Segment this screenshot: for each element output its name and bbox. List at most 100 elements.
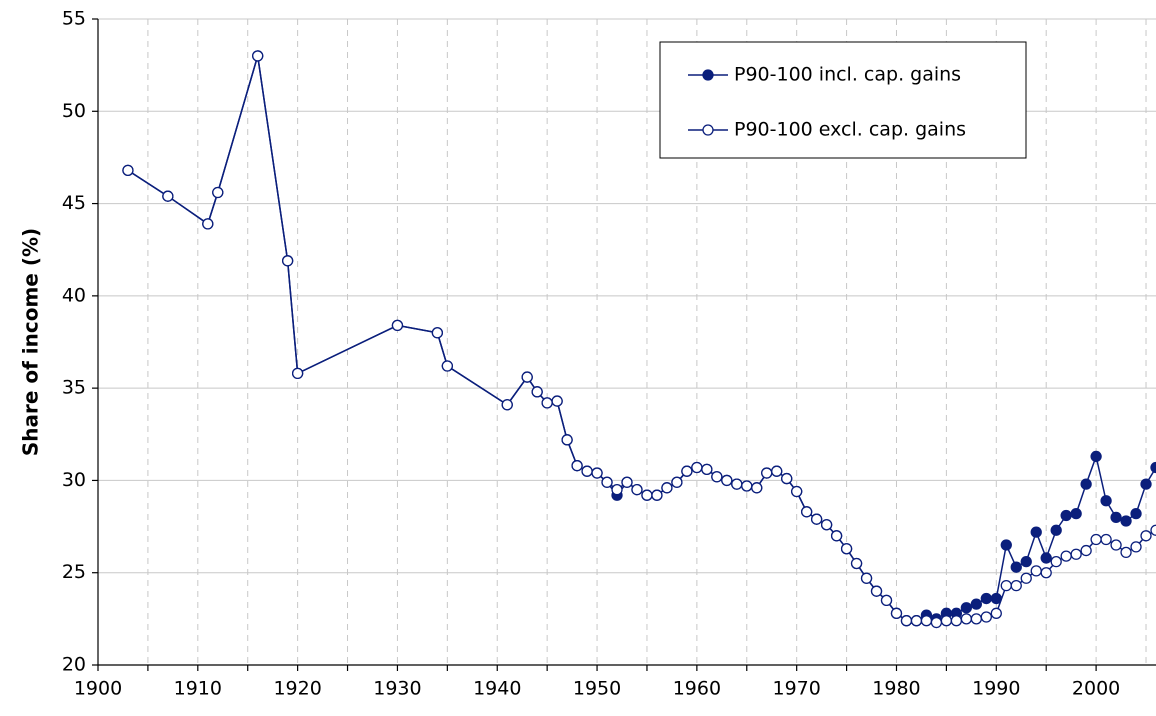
data-point [860,572,873,584]
x-tick-label: 1910 [174,678,222,700]
data-point [870,585,883,597]
data-point [960,602,973,614]
data-point [1080,544,1092,557]
data-point [1000,579,1012,592]
x-tick-label: 1900 [74,678,122,700]
data-point [840,543,853,555]
legend-marker [702,69,714,81]
legend-box [659,41,1027,159]
data-point [1070,548,1082,560]
data-point [1140,530,1152,542]
y-tick-label: 45 [62,192,86,214]
x-tick-label: 1960 [673,678,721,700]
data-point [980,611,992,623]
data-point [820,519,833,531]
data-point [1030,526,1042,538]
data-point [1150,524,1156,536]
data-point [671,476,683,488]
data-point [691,461,703,474]
data-point [1090,450,1102,463]
data-point [810,513,823,525]
data-point [501,399,513,411]
legend: P90-100 incl. cap. gains P90-100 excl. ca… [659,41,1027,159]
data-point [571,460,583,472]
data-point [1020,555,1032,568]
data-point [920,615,933,627]
data-point [1120,546,1132,559]
x-tick-label: 1980 [872,678,920,700]
data-point [960,613,973,625]
data-point [801,506,813,518]
y-tick-label: 40 [62,284,86,306]
data-point [900,615,913,627]
data-point [1060,550,1072,562]
data-point [1050,524,1062,536]
y-axis-label: Share of income (%) [19,228,43,456]
data-point [281,255,294,267]
data-point [122,164,134,176]
data-point [212,186,224,199]
data-point [1130,508,1142,520]
data-point [1110,539,1122,551]
x-tick-label: 1930 [373,678,421,700]
data-point [1110,511,1122,523]
y-tick-label: 25 [62,561,86,583]
data-point [830,530,843,542]
data-point [431,327,444,339]
data-point [731,478,743,490]
data-point [1040,552,1052,564]
data-point [651,489,663,501]
data-point [1030,565,1042,577]
legend-label: P90-100 excl. cap. gains [734,119,966,141]
x-tick-label: 1970 [772,678,820,700]
data-point [980,592,992,605]
data-point [761,467,773,479]
data-point [990,607,1002,619]
data-point [581,465,593,477]
data-point [940,615,953,627]
data-point [771,465,783,477]
data-point [1140,478,1152,490]
data-point [930,616,943,629]
data-point [880,594,893,607]
data-point [741,480,753,492]
data-point [781,472,793,485]
data-point [1060,509,1072,522]
data-point [391,319,404,332]
y-tick-label: 20 [62,654,86,676]
y-tick-label: 55 [62,8,86,30]
x-tick-label: 1940 [473,678,521,700]
data-point [521,371,533,383]
data-point [1130,541,1142,553]
data-point [950,615,963,627]
x-tick-label: 1950 [573,678,621,700]
data-point [591,467,603,479]
data-point [701,463,713,476]
data-point [970,613,982,625]
data-point [1010,579,1022,592]
x-tick-label: 1990 [972,678,1020,700]
data-point [681,465,693,477]
data-point [202,218,214,230]
data-point [751,482,763,494]
data-point [890,607,903,619]
data-point [252,50,264,62]
data-point [1090,533,1102,546]
data-point [561,434,573,446]
data-point [291,367,304,380]
data-point [621,476,633,488]
data-point [1020,572,1032,584]
data-point [551,395,563,407]
data-point [990,592,1002,605]
data-point [850,557,863,570]
data-point [611,484,623,496]
data-point [661,482,673,494]
x-tick-label: 1920 [273,678,321,700]
data-point [1050,555,1062,568]
data-point [1070,508,1082,520]
y-tick-label: 30 [62,469,86,491]
data-point [1080,478,1092,490]
data-point [541,397,553,409]
x-tick-label: 2000 [1072,678,1120,700]
